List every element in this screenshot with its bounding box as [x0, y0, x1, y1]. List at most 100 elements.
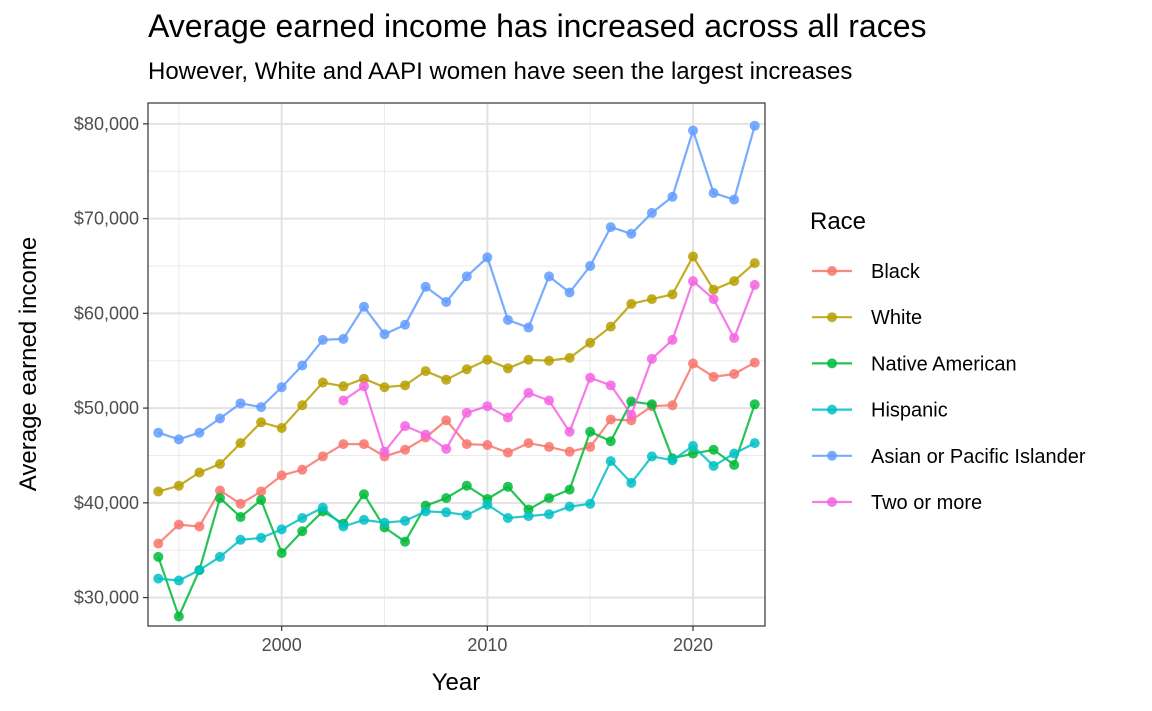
data-point-native-american	[544, 493, 555, 504]
data-point-hispanic	[256, 532, 267, 543]
data-point-white	[194, 467, 205, 478]
data-point-hispanic	[461, 510, 472, 521]
data-point-white	[400, 380, 411, 391]
legend-item-native-american: Native American	[812, 353, 1017, 375]
data-point-white	[482, 354, 493, 365]
data-point-hispanic	[729, 448, 740, 459]
y-tick-label: $30,000	[74, 588, 139, 608]
data-point-asian-or-pacific-islander	[276, 382, 287, 393]
data-point-two-or-more	[708, 294, 719, 305]
legend-label: Native American	[871, 353, 1017, 375]
x-tick-label: 2020	[673, 635, 713, 655]
data-point-white	[276, 422, 287, 433]
legend-label: White	[871, 307, 922, 329]
data-point-white	[214, 458, 225, 469]
data-point-two-or-more	[523, 387, 534, 398]
data-point-asian-or-pacific-islander	[379, 329, 390, 340]
data-point-asian-or-pacific-islander	[626, 228, 637, 239]
data-point-white	[297, 400, 308, 411]
data-point-two-or-more	[358, 381, 369, 392]
data-point-two-or-more	[626, 409, 637, 420]
data-point-asian-or-pacific-islander	[297, 360, 308, 371]
legend-key-point	[827, 312, 837, 323]
data-point-black	[317, 451, 328, 462]
data-point-white	[502, 363, 513, 374]
data-point-black	[400, 444, 411, 455]
y-axis-title: Average earned income	[15, 237, 42, 491]
data-point-asian-or-pacific-islander	[153, 427, 164, 438]
data-point-asian-or-pacific-islander	[235, 398, 246, 409]
data-point-white	[317, 377, 328, 388]
data-point-hispanic	[173, 575, 184, 586]
data-point-two-or-more	[400, 421, 411, 432]
data-point-black	[297, 464, 308, 475]
data-point-asian-or-pacific-islander	[688, 125, 699, 136]
data-point-native-american	[153, 551, 164, 562]
data-point-native-american	[235, 512, 246, 523]
data-point-native-american	[626, 396, 637, 407]
data-point-native-american	[214, 493, 225, 504]
data-point-two-or-more	[544, 395, 555, 406]
data-point-black	[441, 415, 452, 426]
legend-title: Race	[810, 208, 866, 235]
data-point-white	[441, 374, 452, 385]
legend-item-asian-or-pacific-islander: Asian or Pacific Islander	[812, 446, 1086, 468]
data-point-native-american	[729, 459, 740, 470]
data-point-hispanic	[482, 499, 493, 510]
data-point-asian-or-pacific-islander	[667, 191, 678, 202]
data-point-asian-or-pacific-islander	[173, 434, 184, 445]
data-point-white	[338, 381, 349, 392]
data-point-black	[688, 358, 699, 369]
legend-key-point	[827, 497, 837, 507]
data-point-black	[276, 470, 287, 481]
data-point-white	[256, 417, 267, 428]
data-point-asian-or-pacific-islander	[256, 402, 267, 413]
data-point-native-american	[564, 484, 575, 495]
data-point-black	[214, 485, 225, 496]
data-point-white	[523, 354, 534, 365]
data-point-two-or-more	[667, 334, 678, 345]
data-point-asian-or-pacific-islander	[585, 260, 596, 271]
data-point-hispanic	[358, 514, 369, 525]
data-point-black	[708, 371, 719, 382]
data-point-asian-or-pacific-islander	[605, 222, 616, 233]
legend-label: Black	[871, 261, 921, 283]
data-point-white	[667, 289, 678, 300]
data-point-two-or-more	[502, 412, 513, 423]
data-point-hispanic	[400, 515, 411, 526]
data-point-two-or-more	[564, 426, 575, 437]
data-point-asian-or-pacific-islander	[482, 252, 493, 263]
data-point-hispanic	[317, 502, 328, 513]
data-point-hispanic	[297, 512, 308, 523]
legend-item-two-or-more: Two or more	[812, 492, 982, 514]
chart-title: Average earned income has increased acro…	[148, 8, 927, 44]
data-point-black	[482, 440, 493, 451]
data-point-white	[605, 321, 616, 332]
series-layer	[153, 120, 760, 622]
data-point-white	[585, 337, 596, 348]
legend-item-hispanic: Hispanic	[812, 400, 948, 422]
legend-label: Asian or Pacific Islander	[871, 446, 1086, 468]
data-point-hispanic	[626, 477, 637, 488]
data-point-black	[729, 368, 740, 379]
data-point-black	[502, 447, 513, 458]
legend-label: Two or more	[871, 492, 982, 514]
data-point-black	[461, 439, 472, 450]
series-white	[153, 251, 760, 497]
data-point-asian-or-pacific-islander	[749, 120, 760, 131]
data-point-hispanic	[276, 524, 287, 535]
data-point-native-american	[461, 480, 472, 491]
data-point-hispanic	[153, 573, 164, 584]
legend-item-white: White	[812, 307, 922, 329]
data-point-black	[173, 519, 184, 530]
data-point-hispanic	[194, 565, 205, 576]
data-point-white	[420, 366, 431, 377]
legend: Race Black White Native American Hispanic As…	[810, 208, 1086, 514]
data-point-native-american	[297, 526, 308, 537]
data-point-hispanic	[749, 438, 760, 449]
data-point-native-american	[688, 448, 699, 459]
data-point-native-american	[646, 399, 657, 410]
data-point-black	[153, 538, 164, 549]
data-point-white	[544, 355, 555, 366]
